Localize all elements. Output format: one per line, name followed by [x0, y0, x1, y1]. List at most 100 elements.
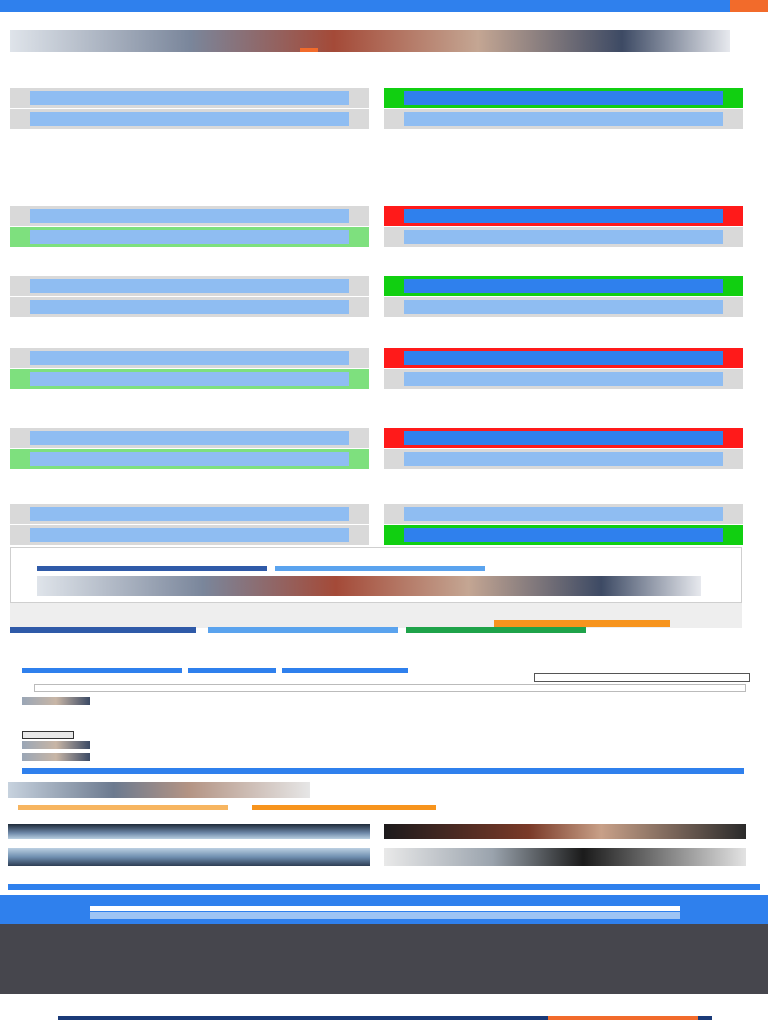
- answer-option[interactable]: [10, 348, 369, 368]
- share-facebook-button[interactable]: [10, 627, 196, 633]
- answer-option[interactable]: [10, 525, 369, 545]
- load-more-comments-button[interactable]: [22, 768, 744, 774]
- category-link[interactable]: [232, 884, 292, 890]
- read-more-button[interactable]: [308, 884, 438, 890]
- question-title: [10, 252, 750, 263]
- email-field[interactable]: [90, 906, 680, 911]
- quiz-result-box: [10, 547, 742, 603]
- comment-item: [22, 741, 746, 769]
- question-title: [10, 132, 750, 143]
- quiz-question-6: [10, 474, 750, 546]
- comments-plugin-label: [26, 774, 426, 779]
- answer-option[interactable]: [384, 88, 743, 108]
- related-image[interactable]: [8, 824, 370, 839]
- sort-label: [444, 673, 530, 680]
- answer-option[interactable]: [384, 525, 743, 545]
- answer-option[interactable]: [384, 428, 743, 448]
- question-feedback: [10, 485, 750, 503]
- related-story[interactable]: [8, 824, 370, 880]
- answer-option[interactable]: [10, 369, 369, 389]
- quiz-question-2: [10, 132, 750, 248]
- comments-tab-3[interactable]: [282, 668, 408, 673]
- avatar: [22, 697, 90, 705]
- related-image[interactable]: [384, 824, 746, 839]
- quiz-question-4: [10, 320, 750, 390]
- answer-option[interactable]: [384, 348, 743, 368]
- result-subtitle: [33, 558, 613, 564]
- comments-tab-1[interactable]: [22, 668, 182, 673]
- question-feedback: [10, 331, 750, 347]
- answer-option[interactable]: [384, 206, 743, 226]
- answer-option[interactable]: [10, 504, 369, 524]
- answer-option[interactable]: [384, 369, 743, 389]
- featured-image[interactable]: [8, 782, 310, 798]
- quiz-question-5: [10, 394, 750, 470]
- subscribe-button[interactable]: [730, 0, 768, 12]
- sort-dropdown[interactable]: [534, 673, 750, 682]
- comment-item: [22, 721, 746, 741]
- signup-button[interactable]: [90, 912, 680, 919]
- related-caption[interactable]: [384, 866, 746, 880]
- answer-option[interactable]: [10, 88, 369, 108]
- category-link[interactable]: [166, 884, 226, 890]
- share-twitter-button[interactable]: [208, 627, 398, 633]
- answer-option[interactable]: [384, 109, 743, 129]
- footer-heading: [0, 932, 768, 942]
- result-title: [33, 549, 613, 558]
- comments-tab-2[interactable]: [188, 668, 276, 673]
- comment-text: [108, 693, 728, 721]
- comments-section: [22, 673, 750, 778]
- page-title: [10, 12, 750, 26]
- featured-story[interactable]: [8, 780, 762, 810]
- answer-option[interactable]: [384, 276, 743, 296]
- related-caption[interactable]: [384, 839, 746, 848]
- bottom-bar-accent: [548, 1016, 698, 1020]
- question-feedback: [10, 75, 750, 87]
- question-title: [10, 474, 750, 485]
- answer-option[interactable]: [384, 449, 743, 469]
- related-image[interactable]: [384, 848, 746, 866]
- answer-option[interactable]: [384, 504, 743, 524]
- category-bar: [8, 884, 760, 890]
- avatar: [22, 731, 74, 739]
- answer-option[interactable]: [10, 227, 369, 247]
- hero-accent: [300, 48, 318, 52]
- share-result-facebook-button[interactable]: [37, 566, 267, 571]
- related-story[interactable]: [384, 824, 746, 880]
- quiz-question-3: [10, 252, 750, 318]
- answer-option[interactable]: [10, 449, 369, 469]
- site-logo[interactable]: [64, 0, 354, 12]
- comment-count: [22, 673, 202, 680]
- answer-option[interactable]: [10, 428, 369, 448]
- share-result-twitter-button[interactable]: [275, 566, 485, 571]
- comment-input[interactable]: [34, 684, 746, 692]
- footer-heading: [0, 980, 768, 988]
- category-link[interactable]: [78, 884, 158, 890]
- related-caption[interactable]: [8, 839, 370, 848]
- question-feedback: [10, 143, 750, 205]
- answer-option[interactable]: [10, 276, 369, 296]
- legal-footer: [0, 996, 768, 1024]
- question-title: [10, 64, 750, 75]
- answer-option[interactable]: [384, 227, 743, 247]
- avatar: [22, 753, 90, 761]
- featured-cta-button[interactable]: [252, 805, 436, 810]
- signup-title: [0, 897, 768, 906]
- answer-option[interactable]: [384, 297, 743, 317]
- answer-option[interactable]: [10, 109, 369, 129]
- promo-title: [10, 605, 742, 613]
- promo-text: [50, 613, 700, 620]
- featured-headline[interactable]: [332, 780, 722, 798]
- footer-heading: [0, 954, 768, 964]
- top-navigation-bar: [0, 0, 768, 12]
- question-feedback: [10, 405, 750, 427]
- comment-text: [108, 741, 728, 769]
- category-link[interactable]: [12, 884, 72, 890]
- related-image[interactable]: [8, 848, 370, 866]
- answer-option[interactable]: [10, 206, 369, 226]
- share-email-button[interactable]: [406, 627, 586, 633]
- promo-signup-button[interactable]: [494, 620, 670, 627]
- hero-image: [10, 30, 730, 52]
- menu-button[interactable]: [700, 0, 726, 12]
- answer-option[interactable]: [10, 297, 369, 317]
